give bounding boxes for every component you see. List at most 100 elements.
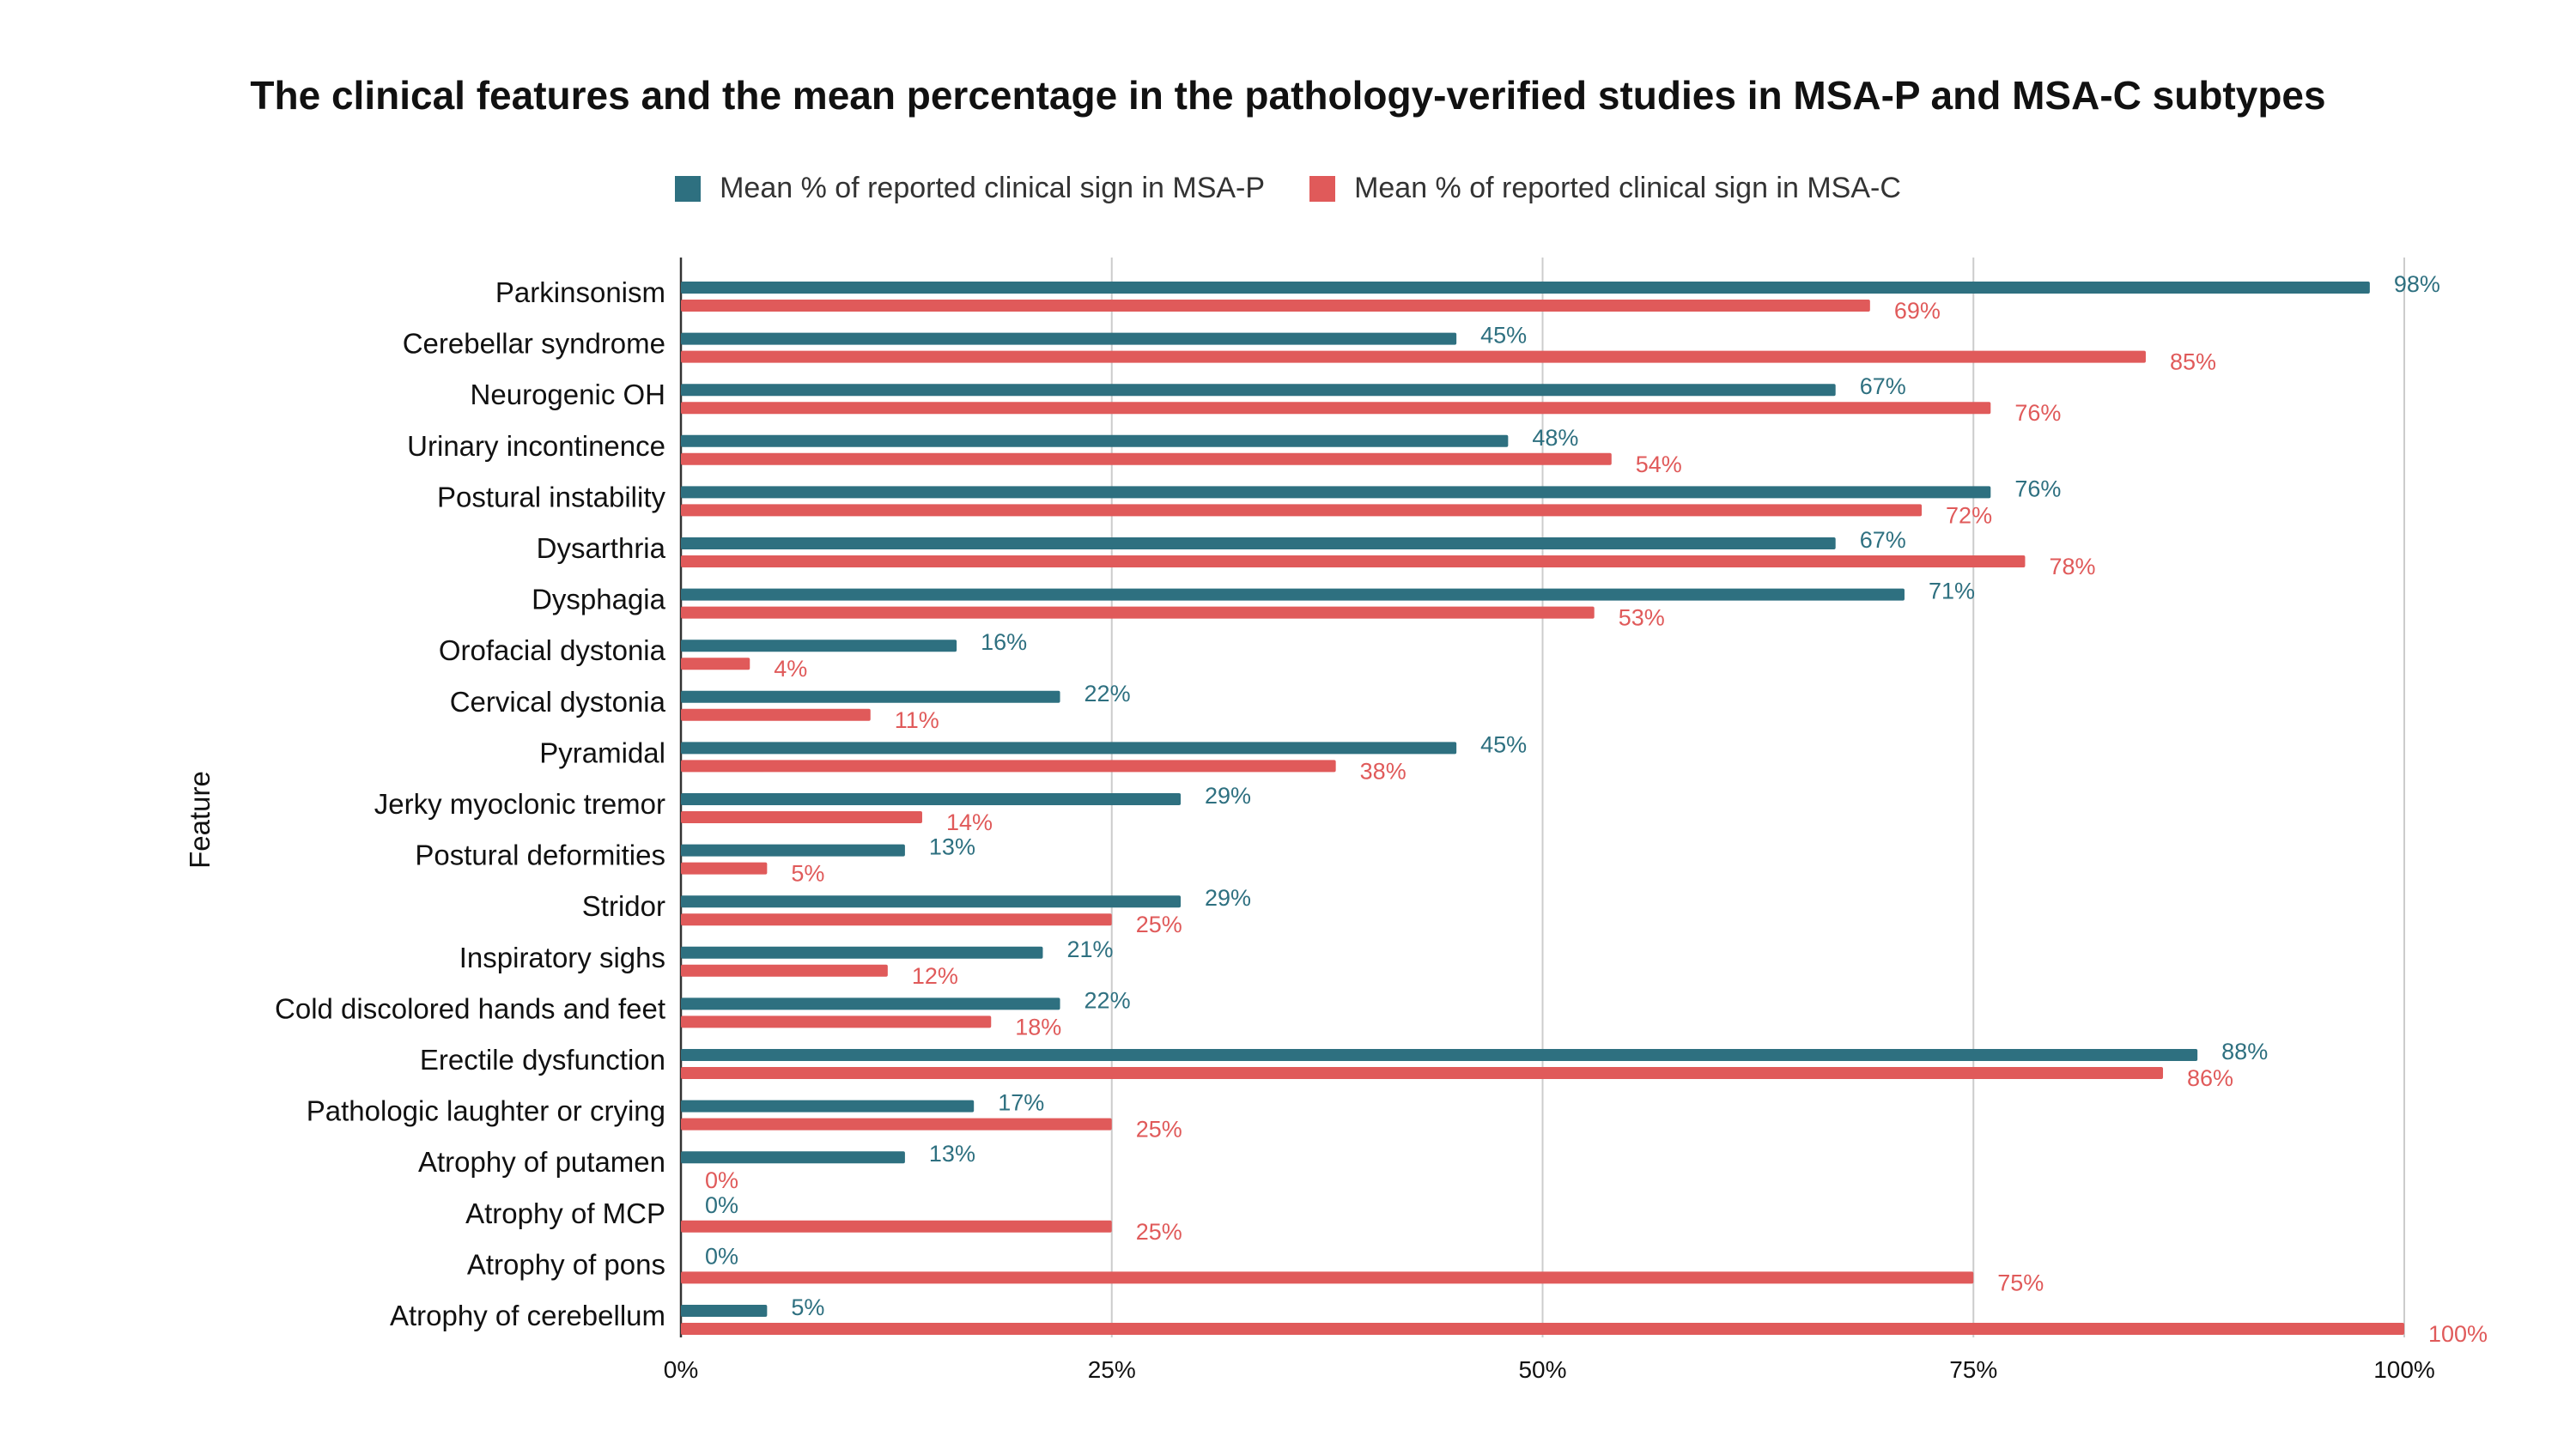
- data-label-msa-p: 29%: [1205, 783, 1251, 809]
- bar-msa-c: [681, 1118, 1112, 1131]
- category-label: Atrophy of MCP: [465, 1197, 665, 1229]
- data-label-msa-p: 22%: [1084, 681, 1131, 706]
- bar-msa-c: [681, 811, 922, 823]
- legend-swatch-msa-c: [1309, 175, 1336, 202]
- legend-label-msa-c: Mean % of reported clinical sign in MSA-…: [1354, 172, 1901, 204]
- category-label: Postural deformities: [415, 840, 665, 871]
- category-label: Dysarthria: [537, 532, 666, 564]
- data-label-msa-p: 76%: [2014, 476, 2061, 501]
- category-label: Atrophy of pons: [467, 1248, 665, 1280]
- chart-title: The clinical features and the mean perce…: [250, 73, 2326, 118]
- data-label-msa-c: 5%: [791, 861, 824, 887]
- x-tick-label: 25%: [1088, 1356, 1136, 1383]
- data-label-msa-p: 16%: [981, 629, 1027, 655]
- y-axis-title: Feature: [184, 771, 216, 869]
- x-tick-label: 50%: [1518, 1356, 1566, 1383]
- data-label-msa-c: 78%: [2049, 554, 2095, 579]
- bar-msa-p: [681, 997, 1060, 1010]
- data-label-msa-p: 67%: [1860, 527, 1906, 553]
- data-label-msa-p: 5%: [791, 1294, 824, 1320]
- bar-msa-c: [681, 1220, 1112, 1233]
- bar-msa-p: [681, 1151, 905, 1164]
- legend-item-msa-c: Mean % of reported clinical sign in MSA-…: [1309, 172, 1901, 205]
- data-label-msa-p: 45%: [1480, 323, 1527, 349]
- data-label-msa-p: 13%: [929, 1141, 975, 1167]
- bar-msa-c: [681, 1067, 2164, 1079]
- data-label-msa-p: 17%: [998, 1090, 1044, 1116]
- x-tick-label: 100%: [2373, 1356, 2435, 1383]
- category-label: Stridor: [582, 890, 665, 922]
- data-label-msa-c: 75%: [1997, 1270, 2044, 1295]
- bar-msa-p: [681, 1305, 768, 1317]
- bar-msa-c: [681, 913, 1112, 926]
- category-label: Parkinsonism: [495, 276, 665, 308]
- data-label-msa-c: 72%: [1946, 502, 1992, 528]
- bar-msa-p: [681, 537, 1836, 549]
- bar-msa-p: [681, 1100, 975, 1113]
- data-label-msa-p: 22%: [1084, 987, 1131, 1013]
- data-label-msa-c: 69%: [1894, 298, 1941, 324]
- data-label-msa-p: 13%: [929, 834, 975, 860]
- bar-msa-p: [681, 793, 1182, 805]
- bar-msa-p: [681, 486, 1991, 499]
- data-label-msa-c: 76%: [2014, 400, 2061, 426]
- bar-msa-c: [681, 350, 2146, 363]
- bar-msa-c: [681, 862, 768, 875]
- category-label: Orofacial dystonia: [439, 634, 666, 666]
- data-label-msa-c: 38%: [1360, 758, 1406, 784]
- category-label: Postural instability: [437, 481, 665, 512]
- bar-msa-c: [681, 760, 1336, 773]
- bar-msa-p: [681, 742, 1457, 755]
- bar-msa-c: [681, 708, 871, 721]
- bar-msa-c: [681, 300, 1870, 312]
- bar-msa-c: [681, 402, 1991, 415]
- data-label-msa-p: 98%: [2394, 271, 2440, 297]
- data-label-msa-p: 67%: [1860, 373, 1906, 399]
- bar-msa-p: [681, 332, 1457, 345]
- legend: Mean % of reported clinical sign in MSA-…: [0, 172, 2576, 205]
- bar-msa-c: [681, 658, 750, 670]
- bar-msa-c: [681, 1323, 2404, 1335]
- data-label-msa-c: 100%: [2428, 1321, 2488, 1347]
- category-label: Cerebellar syndrome: [403, 328, 665, 360]
- data-label-msa-p: 48%: [1532, 425, 1578, 451]
- data-label-msa-p: 0%: [705, 1243, 738, 1269]
- category-label: Atrophy of putamen: [418, 1146, 665, 1178]
- bar-msa-p: [681, 844, 905, 857]
- data-label-msa-c: 0%: [705, 1167, 738, 1193]
- bar-msa-p: [681, 690, 1060, 703]
- bars: [681, 282, 2404, 1335]
- data-label-msa-c: 4%: [774, 656, 807, 682]
- bar-msa-p: [681, 434, 1509, 447]
- legend-swatch-msa-p: [675, 175, 702, 202]
- data-label-msa-p: 45%: [1480, 731, 1527, 757]
- category-label: Neurogenic OH: [471, 379, 665, 410]
- data-label-msa-c: 25%: [1136, 1117, 1182, 1143]
- category-label: Atrophy of cerebellum: [390, 1300, 665, 1331]
- x-tick-label: 75%: [1949, 1356, 1997, 1383]
- data-label-msa-c: 25%: [1136, 912, 1182, 937]
- data-label-msa-c: 54%: [1636, 452, 1682, 477]
- bar-msa-c: [681, 1271, 1974, 1284]
- category-label: Cold discolored hands and feet: [275, 992, 665, 1024]
- bar-msa-c: [681, 1016, 992, 1028]
- bar-msa-p: [681, 946, 1043, 959]
- data-label-msa-p: 29%: [1205, 885, 1251, 911]
- data-label-msa-c: 18%: [1015, 1014, 1061, 1040]
- legend-label-msa-p: Mean % of reported clinical sign in MSA-…: [720, 172, 1266, 204]
- bar-msa-p: [681, 640, 957, 652]
- bar-msa-c: [681, 452, 1612, 465]
- bar-msa-c: [681, 504, 1923, 517]
- data-label-msa-p: 88%: [2221, 1039, 2268, 1064]
- category-label: Cervical dystonia: [450, 686, 666, 718]
- bar-msa-p: [681, 1049, 2198, 1061]
- data-label-msa-c: 85%: [2170, 349, 2216, 375]
- category-label: Erectile dysfunction: [420, 1044, 665, 1076]
- bar-msa-p: [681, 895, 1182, 908]
- bar-msa-p: [681, 384, 1836, 397]
- data-label-msa-c: 12%: [912, 963, 958, 989]
- x-tick-label: 0%: [664, 1356, 698, 1383]
- bar-msa-p: [681, 588, 1905, 601]
- data-label-msa-c: 14%: [946, 809, 993, 835]
- category-label: Dysphagia: [532, 584, 666, 615]
